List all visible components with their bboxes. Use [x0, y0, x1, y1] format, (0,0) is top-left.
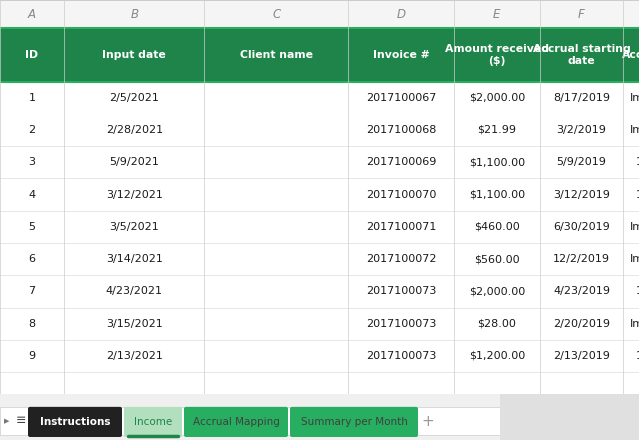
Text: 4: 4: [28, 190, 36, 199]
Bar: [0, 146, 639, 178]
Text: $1,100.00: $1,100.00: [469, 190, 525, 199]
Text: Accrual starting
date: Accrual starting date: [533, 44, 630, 66]
Text: Income: Income: [134, 417, 172, 427]
Text: 2/13/2019: 2/13/2019: [553, 351, 610, 361]
FancyBboxPatch shape: [290, 407, 418, 437]
Bar: [0, 211, 639, 243]
Bar: [0, 0, 639, 28]
Text: $2,000.00: $2,000.00: [468, 286, 525, 297]
Text: 2017100070: 2017100070: [366, 190, 436, 199]
Text: 2/5/2021: 2/5/2021: [109, 93, 159, 103]
Text: 8/17/2019: 8/17/2019: [553, 93, 610, 103]
Text: Summary per Month: Summary per Month: [300, 417, 408, 427]
Text: 7: 7: [28, 286, 36, 297]
Text: Imr: Imr: [629, 254, 639, 264]
Bar: [0, 178, 639, 211]
Text: $1,200.00: $1,200.00: [468, 351, 525, 361]
Bar: [0, 308, 639, 340]
Text: 2017100068: 2017100068: [366, 125, 436, 135]
Text: 3/5/2021: 3/5/2021: [109, 222, 159, 232]
Text: 1: 1: [636, 351, 639, 361]
Text: 2/13/2021: 2/13/2021: [105, 351, 163, 361]
FancyBboxPatch shape: [184, 407, 288, 437]
Bar: [0, 81, 639, 114]
Text: 5: 5: [29, 222, 35, 232]
Text: 2017100069: 2017100069: [366, 157, 436, 167]
Text: 6/30/2019: 6/30/2019: [553, 222, 610, 232]
Text: 3/12/2019: 3/12/2019: [553, 190, 610, 199]
Text: 2017100072: 2017100072: [366, 254, 436, 264]
Text: 9: 9: [28, 351, 36, 361]
Text: $460.00: $460.00: [474, 222, 520, 232]
Bar: [0, 243, 639, 275]
Text: B: B: [130, 7, 138, 21]
Text: 5/9/2021: 5/9/2021: [109, 157, 159, 167]
FancyBboxPatch shape: [124, 407, 182, 437]
Text: 5/9/2019: 5/9/2019: [557, 157, 606, 167]
Text: 3/14/2021: 3/14/2021: [105, 254, 163, 264]
Text: $21.99: $21.99: [477, 125, 516, 135]
Text: 2/20/2019: 2/20/2019: [553, 319, 610, 329]
Text: 3/12/2021: 3/12/2021: [105, 190, 163, 199]
Text: Instructions: Instructions: [40, 417, 111, 427]
Text: $1,100.00: $1,100.00: [469, 157, 525, 167]
Text: Imr: Imr: [629, 125, 639, 135]
Text: 3/2/2019: 3/2/2019: [557, 125, 606, 135]
Text: 2/28/2021: 2/28/2021: [105, 125, 163, 135]
Text: ▶: ▶: [4, 418, 10, 424]
Text: E: E: [493, 7, 500, 21]
Text: $2,000.00: $2,000.00: [468, 93, 525, 103]
Text: 1: 1: [636, 157, 639, 167]
Text: Invoice #: Invoice #: [373, 50, 429, 60]
Text: ≡: ≡: [16, 414, 26, 427]
Text: 2017100073: 2017100073: [366, 319, 436, 329]
Text: 6: 6: [29, 254, 35, 264]
Bar: [500, 394, 639, 440]
Text: 8: 8: [28, 319, 36, 329]
Text: 2: 2: [28, 125, 36, 135]
Text: Amount received
($): Amount received ($): [445, 44, 549, 66]
Text: $28.00: $28.00: [477, 319, 516, 329]
Text: Accru: Accru: [622, 50, 639, 60]
Text: C: C: [272, 7, 281, 21]
Bar: [0, 275, 639, 308]
Text: D: D: [396, 7, 406, 21]
Text: 2017100073: 2017100073: [366, 286, 436, 297]
Text: Accrual Mapping: Accrual Mapping: [192, 417, 279, 427]
Text: Imr: Imr: [629, 93, 639, 103]
Text: 3/15/2021: 3/15/2021: [106, 319, 162, 329]
Text: 4/23/2021: 4/23/2021: [105, 286, 163, 297]
Text: 1: 1: [636, 190, 639, 199]
Text: Imr: Imr: [629, 319, 639, 329]
Text: 2017100073: 2017100073: [366, 351, 436, 361]
Text: Input date: Input date: [102, 50, 166, 60]
Bar: [0, 28, 639, 81]
Text: Imr: Imr: [629, 222, 639, 232]
Bar: [0, 114, 639, 146]
Text: 2017100071: 2017100071: [366, 222, 436, 232]
Text: 2017100067: 2017100067: [366, 93, 436, 103]
Text: 1: 1: [636, 286, 639, 297]
Text: 3: 3: [29, 157, 35, 167]
Text: 1: 1: [29, 93, 35, 103]
Text: A: A: [28, 7, 36, 21]
Text: 12/2/2019: 12/2/2019: [553, 254, 610, 264]
Text: 4/23/2019: 4/23/2019: [553, 286, 610, 297]
Text: Client name: Client name: [240, 50, 313, 60]
Bar: [0, 407, 500, 435]
Text: ID: ID: [26, 50, 38, 60]
FancyBboxPatch shape: [28, 407, 122, 437]
Text: $560.00: $560.00: [474, 254, 520, 264]
Text: F: F: [578, 7, 585, 21]
Text: +: +: [422, 414, 435, 429]
Bar: [0, 340, 639, 372]
